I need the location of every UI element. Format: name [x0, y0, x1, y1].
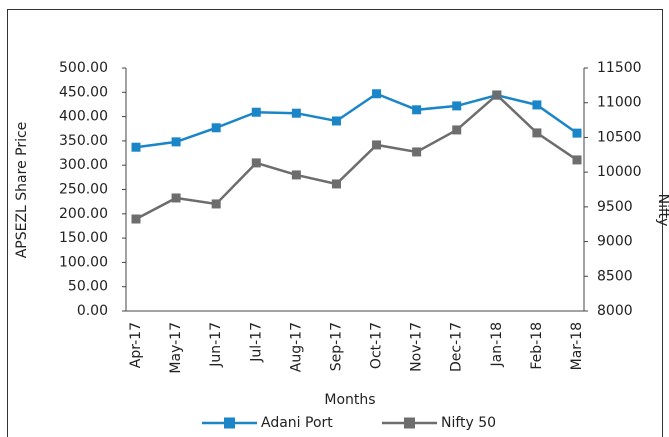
point [492, 90, 502, 100]
y-tick-label: 50.00 [68, 279, 108, 295]
point [572, 155, 582, 165]
y-tick-label: 0.00 [77, 303, 108, 319]
point [452, 101, 462, 111]
point [291, 170, 301, 180]
x-tick-label: Jul-17 [248, 322, 264, 363]
y-tick-label: 350.00 [59, 133, 108, 149]
x-tick-label: Feb-18 [529, 322, 545, 370]
x-tick-label: Jan-18 [489, 322, 505, 367]
point [211, 123, 221, 133]
point [131, 214, 141, 224]
point [572, 128, 582, 138]
x-tick-label: Jun-17 [208, 322, 224, 368]
point [331, 116, 341, 126]
point [452, 125, 462, 135]
point [372, 140, 382, 150]
y-tick-label: 300.00 [59, 157, 108, 173]
point [131, 142, 141, 152]
point [331, 179, 341, 189]
x-tick-label: May-17 [168, 322, 184, 374]
point [412, 147, 422, 157]
x-tick-label: Mar-18 [569, 322, 585, 370]
legend-label: Adani Port [261, 415, 333, 431]
point [211, 199, 221, 209]
y2-tick-label: 8500 [597, 268, 633, 284]
x-tick-label: Apr-17 [128, 322, 144, 368]
y-axis-title: APSEZL Share Price [14, 122, 30, 259]
y-tick-label: 500.00 [59, 60, 108, 76]
y2-tick-label: 8000 [597, 303, 633, 319]
point [291, 108, 301, 118]
y-tick-label: 250.00 [59, 182, 108, 198]
point [412, 105, 422, 115]
x-tick-label: Sep-17 [328, 322, 344, 371]
y2-tick-label: 11500 [597, 60, 642, 76]
point [171, 137, 181, 147]
y2-tick-label: 10000 [597, 164, 642, 180]
legend-marker [224, 417, 235, 429]
y-tick-label: 200.00 [59, 206, 108, 222]
point [532, 100, 542, 110]
y2-axis-title: Nifty [655, 194, 669, 227]
x-tick-label: Aug-17 [288, 322, 304, 372]
y2-tick-label: 11000 [597, 95, 642, 111]
legend-label: Nifty 50 [441, 415, 496, 431]
y-tick-label: 450.00 [59, 84, 108, 100]
x-axis-title: Months [324, 392, 375, 408]
y2-tick-label: 10500 [597, 129, 642, 145]
point [251, 107, 261, 117]
y2-tick-label: 9000 [597, 234, 633, 250]
x-tick-label: Dec-17 [449, 322, 465, 372]
y2-tick-label: 9500 [597, 199, 633, 215]
x-tick-label: Nov-17 [409, 322, 425, 372]
point [532, 128, 542, 138]
point [171, 193, 181, 203]
x-tick-label: Oct-17 [369, 322, 385, 369]
point [251, 158, 261, 168]
legend-marker [404, 417, 415, 429]
frame [7, 9, 663, 437]
point [372, 89, 382, 99]
series-line [135, 93, 578, 221]
y-tick-label: 400.00 [59, 109, 108, 125]
y-tick-label: 100.00 [59, 254, 108, 270]
series-line [135, 92, 578, 149]
y-tick-label: 150.00 [59, 230, 108, 246]
